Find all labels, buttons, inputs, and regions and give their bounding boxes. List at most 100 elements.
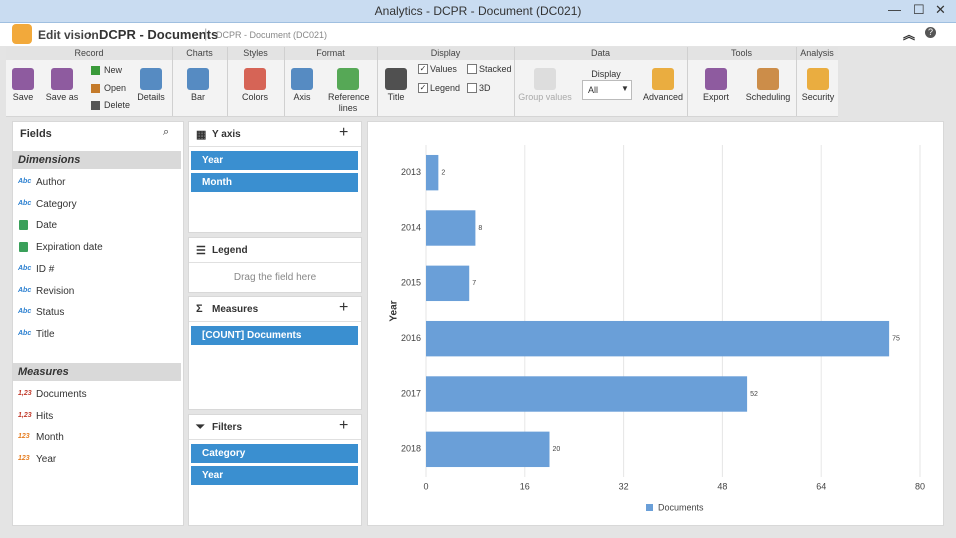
field-item[interactable]: Month — [36, 432, 64, 444]
field-item[interactable]: Year — [36, 454, 57, 466]
close[interactable]: ✕ — [935, 2, 946, 17]
button-label[interactable]: Delete — [104, 100, 131, 110]
value-label: 7 — [472, 280, 476, 287]
button-label[interactable]: Scheduling — [745, 92, 791, 102]
checkbox[interactable]: ✓ — [418, 83, 428, 93]
button-icon[interactable] — [291, 68, 313, 90]
field-chip[interactable]: [COUNT] Documents — [191, 326, 358, 345]
button-icon[interactable] — [705, 68, 727, 90]
button-label[interactable]: Colors — [241, 92, 268, 102]
button-icon[interactable] — [91, 84, 100, 93]
button-label[interactable]: Title — [387, 92, 405, 102]
button-label[interactable]: Bar — [190, 92, 205, 102]
checkbox[interactable] — [467, 83, 477, 93]
legend-swatch — [646, 504, 653, 511]
field-item[interactable]: Documents — [36, 389, 87, 400]
checkbox[interactable]: ✓ — [418, 64, 428, 74]
button-label[interactable]: Axis — [293, 92, 311, 102]
separator: | — [204, 26, 208, 41]
add-button[interactable]: + — [339, 299, 349, 316]
button-icon[interactable] — [652, 68, 674, 90]
help[interactable]: ? — [925, 27, 936, 38]
panel-icon: ▦ — [196, 129, 207, 141]
x-tick-label: 80 — [915, 481, 925, 491]
x-tick-label: 64 — [816, 481, 826, 491]
bar — [426, 265, 470, 302]
breadcrumb-arrow: › — [88, 27, 92, 41]
section-bar — [13, 363, 181, 381]
section-label: Dimensions — [18, 154, 81, 166]
field-chip[interactable]: Category — [191, 444, 358, 463]
x-tick-label: 32 — [619, 481, 629, 491]
button-label[interactable]: Save as — [45, 92, 79, 102]
button-label[interactable]: Group values — [518, 92, 572, 102]
button-icon[interactable] — [337, 68, 359, 90]
bar — [426, 320, 890, 357]
panel-divider — [189, 146, 361, 147]
button-icon[interactable] — [385, 68, 407, 90]
collapse[interactable]: ︽ — [903, 28, 916, 42]
placeholder: Drag the field here — [233, 272, 317, 283]
checkbox-label[interactable]: 3D — [479, 83, 491, 93]
measures-panel — [188, 296, 362, 410]
field-type-icon: Abc — [18, 308, 32, 316]
button-icon[interactable] — [187, 68, 209, 90]
field-item[interactable]: Title — [36, 328, 55, 340]
field-type-icon: 1,23 — [18, 390, 32, 397]
field-item[interactable]: Date — [36, 220, 58, 232]
button-icon[interactable] — [534, 68, 556, 90]
button-icon[interactable] — [91, 101, 100, 110]
button-label[interactable]: Security — [801, 92, 835, 102]
checkbox-label[interactable]: Values — [430, 64, 457, 74]
button-icon[interactable] — [244, 68, 266, 90]
field-chip[interactable]: Year — [191, 466, 358, 485]
button-label[interactable]: Save — [12, 92, 34, 102]
chart-panel: 0 16 32 48 64 80 Year 2013 2 2014 8 2015 7 2016 75 2017… — [367, 121, 944, 526]
button-label[interactable]: Advanced — [642, 92, 684, 102]
field-chip[interactable]: Month — [191, 173, 358, 192]
checkbox-label[interactable]: Stacked — [479, 64, 512, 74]
add-button[interactable]: + — [339, 417, 349, 434]
dropdown-value[interactable]: All — [588, 85, 599, 95]
field-item[interactable]: Author — [36, 177, 66, 188]
button-icon[interactable] — [757, 68, 779, 90]
checkbox-label[interactable]: Legend — [430, 83, 461, 93]
button-icon[interactable] — [51, 68, 73, 90]
x-tick-label: 0 — [423, 481, 428, 491]
button-label[interactable]: New — [104, 65, 123, 75]
field-item[interactable]: ID # — [36, 263, 55, 275]
checkbox[interactable] — [467, 64, 477, 74]
dropdown[interactable] — [582, 80, 632, 100]
ribbon-divider — [796, 47, 797, 116]
ribbon-group-label: Analysis — [800, 48, 834, 58]
add-button[interactable]: + — [339, 124, 349, 141]
y-tick-label: 2014 — [401, 222, 421, 232]
field-chip[interactable]: Year — [191, 151, 358, 170]
button-label[interactable]: Reference lines — [328, 92, 370, 113]
search-icon[interactable]: ⌕ — [163, 126, 170, 138]
button-label[interactable]: Details — [137, 92, 165, 102]
field-item[interactable]: Revision — [36, 285, 75, 297]
bar — [426, 210, 476, 246]
field-item[interactable]: Expiration date — [36, 242, 103, 254]
panel-icon: ⏷ — [196, 421, 205, 433]
field-item[interactable]: Status — [36, 307, 65, 319]
minimize[interactable]: — — [888, 2, 901, 17]
dropdown-arrow: ▼ — [621, 84, 629, 93]
field-item[interactable]: Category — [36, 198, 77, 210]
display-label: Display — [591, 69, 621, 79]
panel-divider — [189, 439, 361, 440]
field-item[interactable]: Hits — [36, 410, 54, 422]
button-label[interactable]: Open — [104, 83, 127, 93]
maximize[interactable]: ☐ — [913, 2, 925, 17]
button-icon[interactable] — [91, 66, 100, 75]
back-link[interactable]: Edit vision — [38, 28, 99, 42]
field-type-icon: 1,23 — [18, 411, 32, 419]
vision-name: DCPR - Documents — [99, 27, 219, 42]
button-icon[interactable] — [12, 68, 34, 90]
value-label: 52 — [750, 391, 758, 398]
button-label[interactable]: Export — [702, 92, 729, 102]
button-icon[interactable] — [140, 68, 162, 90]
ribbon-divider — [172, 47, 173, 116]
button-icon[interactable] — [807, 68, 829, 90]
